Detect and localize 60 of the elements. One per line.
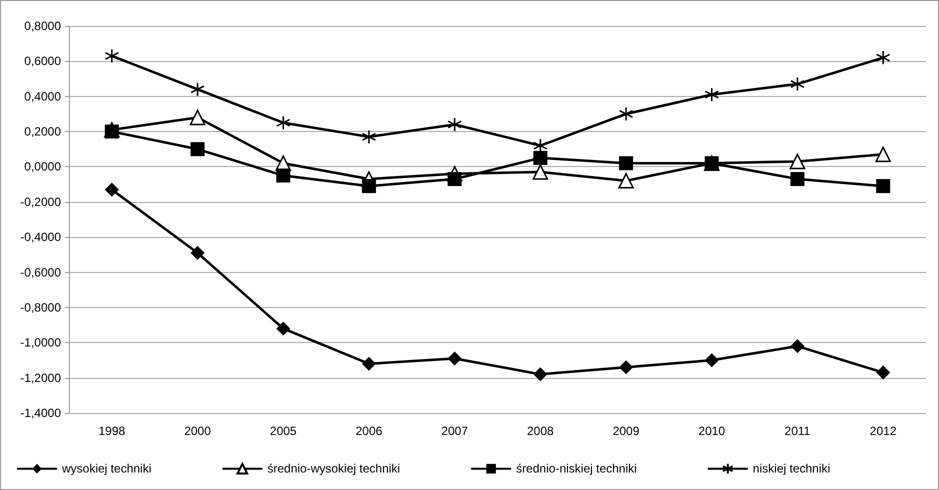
point [276, 168, 290, 183]
y-tick-label: -0,2000 [20, 194, 62, 209]
y-tick-label: -1,4000 [20, 406, 62, 420]
y-tick-label: 0,0000 [24, 160, 62, 174]
legend-label: wysokiej techniki [61, 462, 152, 476]
y-tick-label: -0,6000 [20, 265, 62, 280]
y-tick-label: -0,8000 [20, 300, 62, 314]
point [876, 50, 890, 65]
x-tick-label: 2006 [356, 424, 383, 438]
x-tick-label: 1998 [98, 424, 126, 438]
point [618, 106, 634, 122]
point [190, 82, 205, 97]
point [448, 172, 462, 186]
y-tick-label: 0,8000 [24, 19, 62, 33]
x-tick-label: 2012 [870, 424, 897, 438]
point [533, 150, 548, 165]
y-tick-label: 0,6000 [24, 54, 62, 68]
x-tick-label: 2009 [612, 424, 640, 438]
x-tick-label: 2008 [527, 424, 554, 438]
point [875, 146, 891, 162]
point [190, 142, 205, 156]
x-tick-label: 2000 [184, 424, 212, 438]
point [790, 154, 806, 170]
point [362, 356, 376, 371]
legend-label: średnio-wysokiej techniki [267, 462, 400, 476]
point [362, 179, 376, 194]
point [533, 367, 548, 382]
point [533, 138, 548, 153]
y-tick-label: 0,2000 [24, 124, 62, 139]
point [619, 360, 634, 374]
x-tick-label: 2010 [698, 424, 726, 438]
point [876, 179, 890, 194]
point [362, 130, 376, 144]
point [448, 351, 462, 366]
point [619, 156, 634, 170]
x-tick-label: 2011 [784, 424, 811, 438]
legend-label: niskiej techniki [752, 462, 830, 476]
point [704, 87, 719, 102]
point [790, 172, 804, 186]
y-tick-label: -1,2000 [20, 370, 62, 385]
point [190, 110, 206, 126]
point [190, 246, 205, 260]
point [104, 182, 119, 197]
x-tick-label: 2007 [441, 424, 468, 438]
point [104, 48, 120, 64]
point [790, 339, 804, 354]
point [532, 164, 548, 180]
y-tick-label: 0,4000 [24, 89, 62, 104]
point [276, 322, 290, 336]
point [104, 124, 119, 139]
point [876, 366, 890, 380]
legend-label: średnio-niskiej techniki [516, 462, 637, 476]
point [447, 117, 462, 132]
y-tick-label: -0,4000 [20, 230, 62, 244]
point [790, 76, 805, 92]
y-tick-label: -1,0000 [20, 336, 62, 350]
x-tick-label: 2005 [270, 424, 297, 438]
point [618, 173, 634, 189]
point [276, 116, 290, 130]
point [704, 353, 719, 368]
